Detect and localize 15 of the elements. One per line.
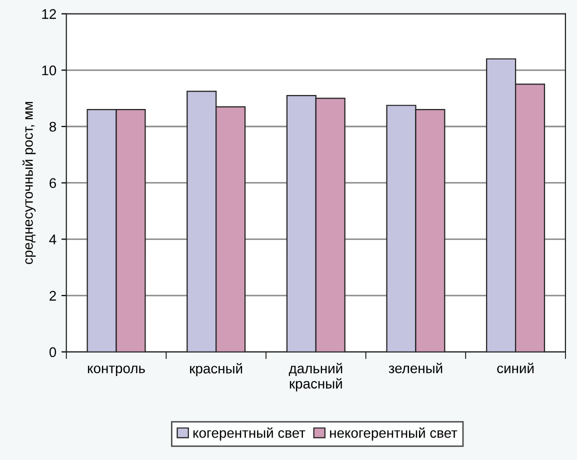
x-tick-label: красный	[190, 363, 242, 376]
legend-label: когерентный свет	[193, 427, 306, 441]
x-tick-label: зеленый	[388, 362, 442, 374]
y-tick-label: 0	[49, 347, 56, 358]
y-tick-label: 2	[50, 290, 56, 301]
y-axis-title: среднесуточный рост, мм	[22, 102, 36, 264]
y-tick-label: 8	[50, 122, 56, 132]
y-tick-label: 6	[50, 178, 56, 188]
y-tick-label: 10	[42, 65, 56, 76]
x-tick-label: синий	[497, 362, 534, 374]
x-tick-label: контроль	[88, 366, 145, 376]
x-tick-label: дальний красный	[288, 362, 342, 392]
legend-label: некогерентный свет	[330, 427, 458, 441]
y-tick-label: 12	[42, 9, 56, 19]
y-tick-label: 4	[49, 234, 56, 244]
